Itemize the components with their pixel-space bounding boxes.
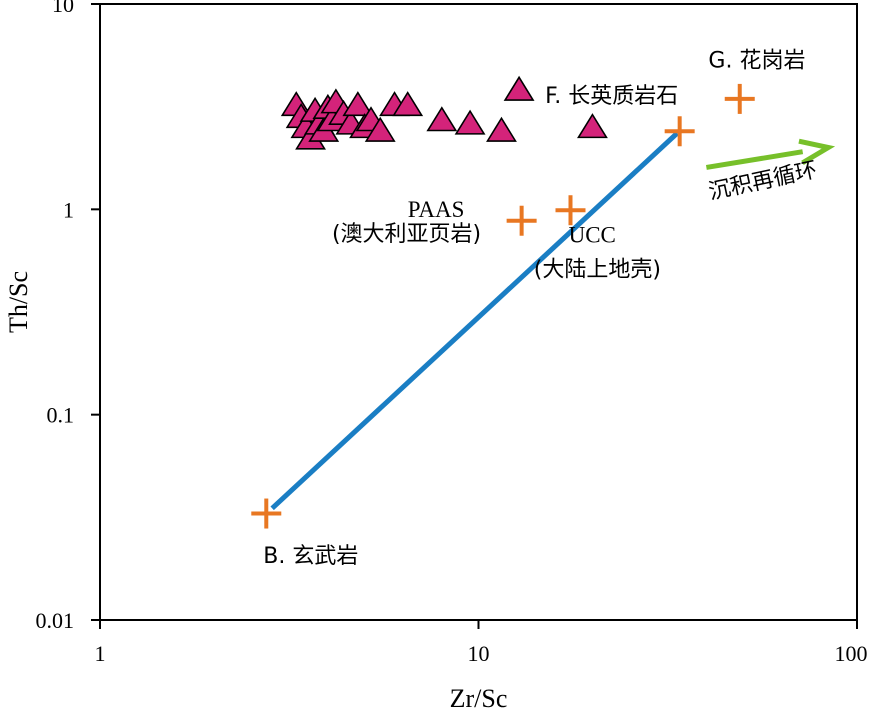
y-tick-label: 1: [63, 197, 74, 222]
y-tick-label: 10: [52, 0, 74, 17]
x-tick-label: 10: [468, 641, 490, 666]
data-point-triangle: [392, 91, 424, 117]
y-axis-title: Th/Sc: [4, 271, 33, 333]
trend-line: [270, 131, 679, 511]
data-point-triangle: [486, 116, 517, 142]
recycle-arrow-shaft: [705, 149, 804, 170]
annotation-label: (大陆上地壳): [534, 258, 661, 283]
annotation-label: G. 花岗岩: [708, 49, 805, 74]
y-tick-label: 0.1: [47, 403, 75, 428]
x-tick-label: 100: [835, 641, 868, 666]
x-axis-title: Zr/Sc: [450, 684, 508, 713]
annotation-label: PAAS: [408, 197, 465, 222]
annotation-label: (澳大利亚页岩): [332, 222, 481, 247]
annotation-label: B. 玄武岩: [263, 544, 358, 569]
data-point-triangle: [503, 75, 535, 101]
plot-frame: [99, 3, 858, 621]
data-point-triangle: [577, 113, 608, 139]
annotation-label: F. 长英质岩石: [545, 84, 678, 109]
data-point-triangle: [426, 106, 458, 132]
data-point-triangle: [454, 109, 486, 135]
annotation-label: UCC: [569, 222, 616, 247]
y-tick-label: 0.01: [36, 608, 75, 633]
data-point-triangle: [342, 91, 374, 117]
x-tick-label: 1: [95, 641, 106, 666]
recycle-arrow-head: [798, 138, 836, 166]
data-point-triangle: [364, 116, 396, 142]
